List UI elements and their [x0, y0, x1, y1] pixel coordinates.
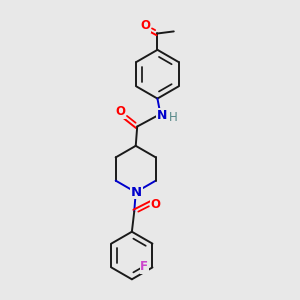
Text: O: O	[140, 19, 150, 32]
Text: N: N	[131, 186, 142, 199]
Text: N: N	[156, 109, 167, 122]
Text: O: O	[115, 105, 125, 118]
Text: H: H	[169, 110, 177, 124]
Text: O: O	[150, 198, 160, 211]
Text: F: F	[140, 260, 148, 273]
